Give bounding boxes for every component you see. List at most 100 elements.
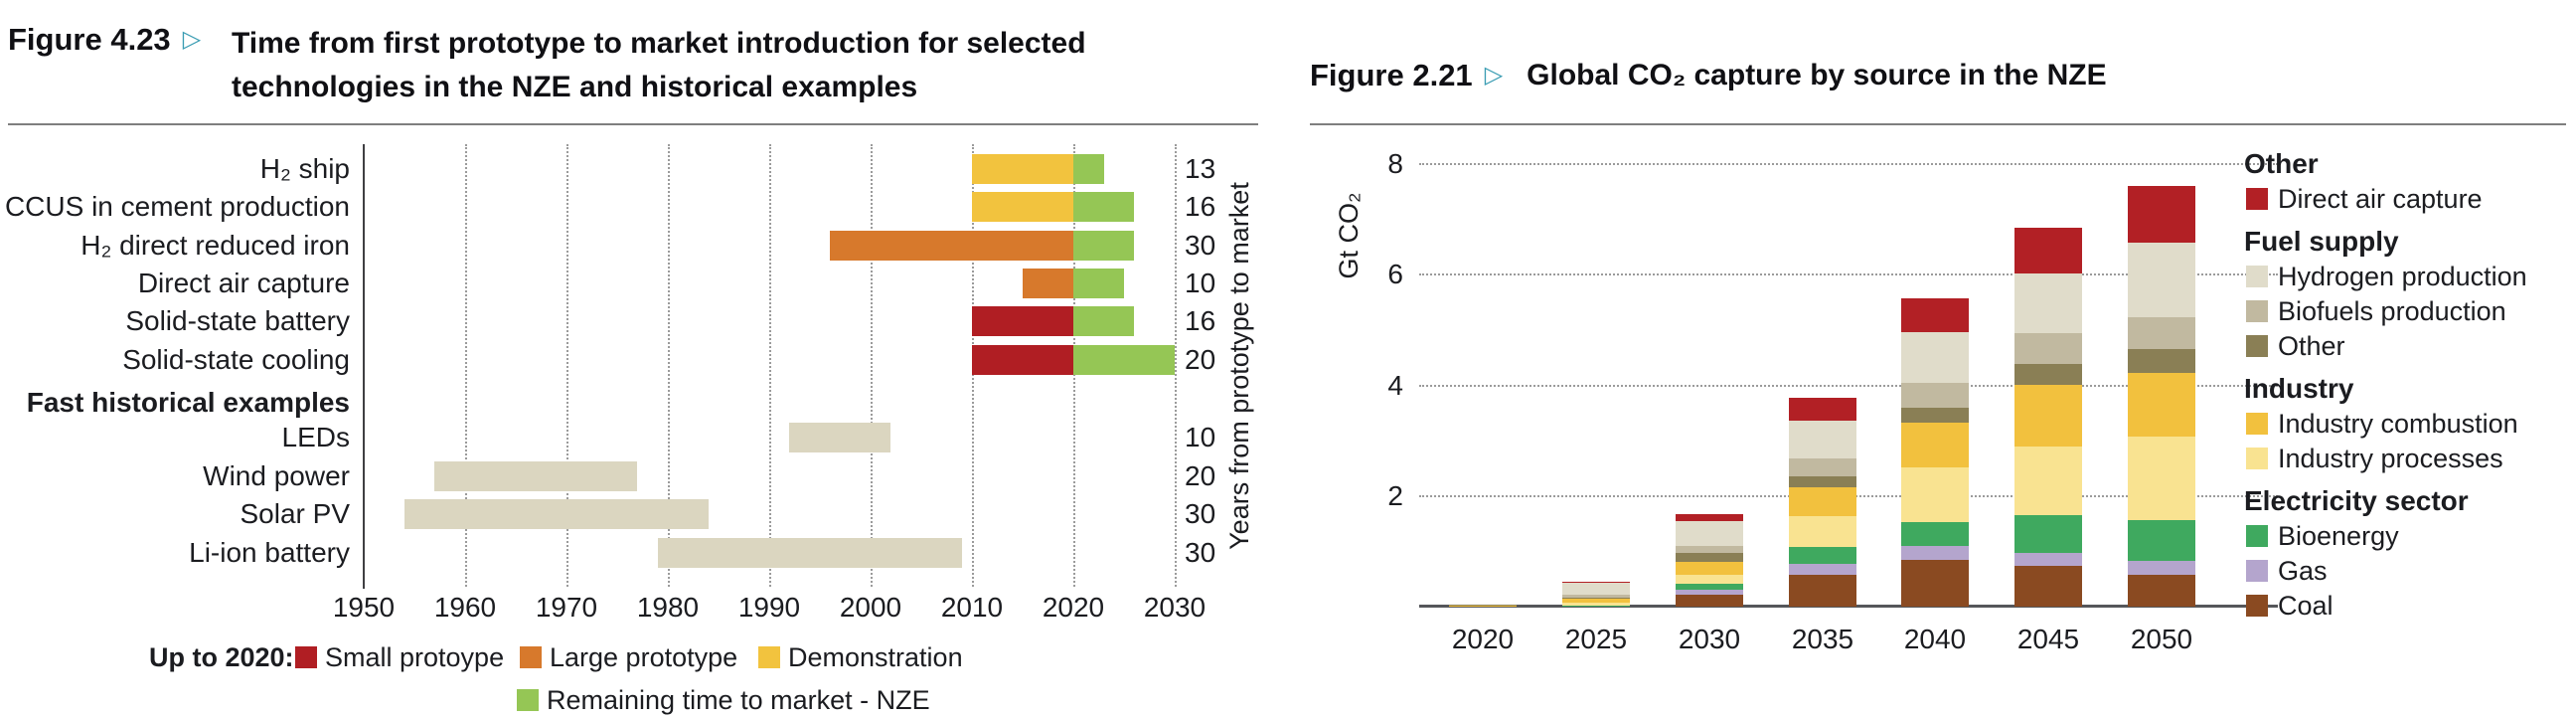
- x-tick-label: 2050: [2130, 624, 2193, 654]
- years-to-market-value: 30: [1185, 230, 1216, 261]
- stack-segment-gas: [1789, 564, 1856, 575]
- legend-label: Remaining time to market - NZE: [547, 685, 930, 715]
- y-tick-label: 4: [1387, 369, 1403, 401]
- stack-segment-biofuels: [2128, 317, 2195, 350]
- gridline-6: [1419, 273, 2278, 276]
- gridline-2030: [1175, 144, 1177, 587]
- x-tick-label: 1950: [332, 592, 396, 623]
- legend-label: Industry combustion: [2278, 409, 2518, 439]
- stack-segment-other_fuel_supply: [2128, 349, 2195, 373]
- stack-segment-hydrogen: [1789, 420, 1856, 458]
- legend-swatch-hydrogen: [2246, 266, 2268, 287]
- stack-segment-hydrogen: [2014, 273, 2082, 333]
- stack-segment-coal: [1789, 574, 1856, 607]
- stack-segment-hydrogen: [1562, 583, 1630, 595]
- stack-segment-industry_processes: [2128, 436, 2195, 520]
- figure-4-23-label: Figure 4.23: [8, 22, 171, 57]
- stack-segment-industry_combustion: [2014, 385, 2082, 447]
- legend-group-header: Electricity sector: [2244, 485, 2469, 516]
- gridline-1990: [769, 144, 771, 587]
- gridline-1970: [566, 144, 568, 587]
- stack-segment-biofuels: [1789, 457, 1856, 476]
- stack-segment-coal: [1676, 594, 1743, 607]
- right-axis-label: Years from prototype to market: [1224, 182, 1254, 550]
- legend-group-header: Fuel supply: [2244, 226, 2399, 257]
- stack-segment-coal: [1562, 606, 1630, 608]
- gridline-8: [1419, 163, 2278, 166]
- y-tick-label: 2: [1387, 479, 1403, 511]
- y-tick-label: 6: [1387, 259, 1403, 290]
- row-label: Direct air capture: [137, 268, 350, 298]
- x-tick-label: 2000: [839, 592, 902, 623]
- stack-segment-industry_processes: [1901, 466, 1969, 522]
- bar-segment-demonstration: [972, 154, 1073, 184]
- legend-swatch-industry_processes: [2246, 448, 2268, 469]
- stack-segment-gas: [2128, 560, 2195, 575]
- stack-segment-other_fuel_supply: [1562, 597, 1630, 599]
- legend-prefix: Up to 2020:: [149, 642, 294, 672]
- legend-swatch-biofuels: [2246, 300, 2268, 322]
- stack-segment-biofuels: [1901, 383, 1969, 408]
- legend-label: Direct air capture: [2278, 184, 2483, 214]
- stack-segment-bioenergy: [2128, 519, 2195, 561]
- figure-4-23-title: Time from first prototype to market intr…: [232, 22, 1086, 109]
- row-label: LEDs: [281, 422, 350, 452]
- stack-segment-coal: [1449, 606, 1517, 608]
- bar-segment-nze: [1073, 269, 1124, 298]
- stack-segment-industry_processes: [1789, 515, 1856, 547]
- x-tick-label: 2020: [1042, 592, 1105, 623]
- stack-segment-hydrogen: [2128, 242, 2195, 318]
- stack-segment-other_fuel_supply: [1789, 475, 1856, 487]
- row-label: Li-ion battery: [189, 537, 350, 568]
- stack-segment-other_fuel_supply: [2014, 364, 2082, 386]
- bar-segment-small_prototype: [972, 306, 1073, 336]
- years-to-market-value: 30: [1185, 537, 1216, 568]
- x-tick-label: 2010: [940, 592, 1004, 623]
- bar-segment-historical: [789, 423, 891, 452]
- stack-segment-other_fuel_supply: [1901, 407, 1969, 423]
- gridline-2000: [871, 144, 873, 587]
- figure-2-21-title: Global CO₂ capture by source in the NZE: [1527, 59, 2107, 91]
- y-axis-label: Gt CO₂: [1334, 192, 1364, 279]
- stack-segment-industry_combustion: [1676, 561, 1743, 576]
- gridline-4: [1419, 384, 2278, 387]
- bar-segment-nze: [1073, 231, 1135, 261]
- legend-swatch-coal: [2246, 595, 2268, 617]
- x-tick-label: 1960: [433, 592, 497, 623]
- legend-swatch-gas: [2246, 560, 2268, 582]
- bar-segment-nze: [1073, 345, 1175, 375]
- stack-segment-bioenergy: [2014, 514, 2082, 554]
- stack-segment-dac: [2014, 227, 2082, 274]
- row-label: Solar PV: [240, 498, 351, 529]
- figure-2-21-label: Figure 2.21: [1310, 58, 1473, 92]
- stack-segment-bioenergy: [1562, 605, 1630, 607]
- stack-segment-coal: [2128, 574, 2195, 607]
- legend-label: Bioenergy: [2278, 521, 2399, 551]
- stack-segment-industry_combustion: [1562, 598, 1630, 604]
- figure-4-23-title-line2: technologies in the NZE and historical e…: [232, 71, 918, 103]
- stack-segment-bioenergy: [1789, 546, 1856, 565]
- legend-label: Gas: [2278, 556, 2328, 586]
- figure-2-21-header: Figure 2.21 ▷ Global CO₂ capture by sour…: [1310, 58, 2107, 93]
- legend-label: Other: [2278, 331, 2345, 361]
- x-tick-label: 1980: [636, 592, 700, 623]
- legend-swatch-demonstration: [758, 646, 780, 668]
- bar-segment-historical: [657, 538, 962, 568]
- bar-segment-historical: [434, 461, 638, 491]
- legend-swatch-bioenergy: [2246, 525, 2268, 547]
- row-label: Solid-state battery: [125, 305, 350, 336]
- years-to-market-value: 16: [1185, 305, 1216, 336]
- bar-segment-demonstration: [972, 192, 1073, 222]
- gridline-1960: [465, 144, 467, 587]
- bar-segment-small_prototype: [972, 345, 1073, 375]
- x-tick-label: 1990: [737, 592, 801, 623]
- years-to-market-value: 20: [1185, 460, 1216, 491]
- gridline-1980: [668, 144, 670, 587]
- legend-label: Industry processes: [2278, 444, 2503, 473]
- stack-segment-industry_processes: [1676, 575, 1743, 584]
- legend-swatch-small_prototype: [295, 646, 317, 668]
- row-label: Solid-state cooling: [122, 344, 350, 375]
- legend-group-header: Industry: [2244, 373, 2354, 404]
- stack-segment-industry_combustion: [1789, 486, 1856, 516]
